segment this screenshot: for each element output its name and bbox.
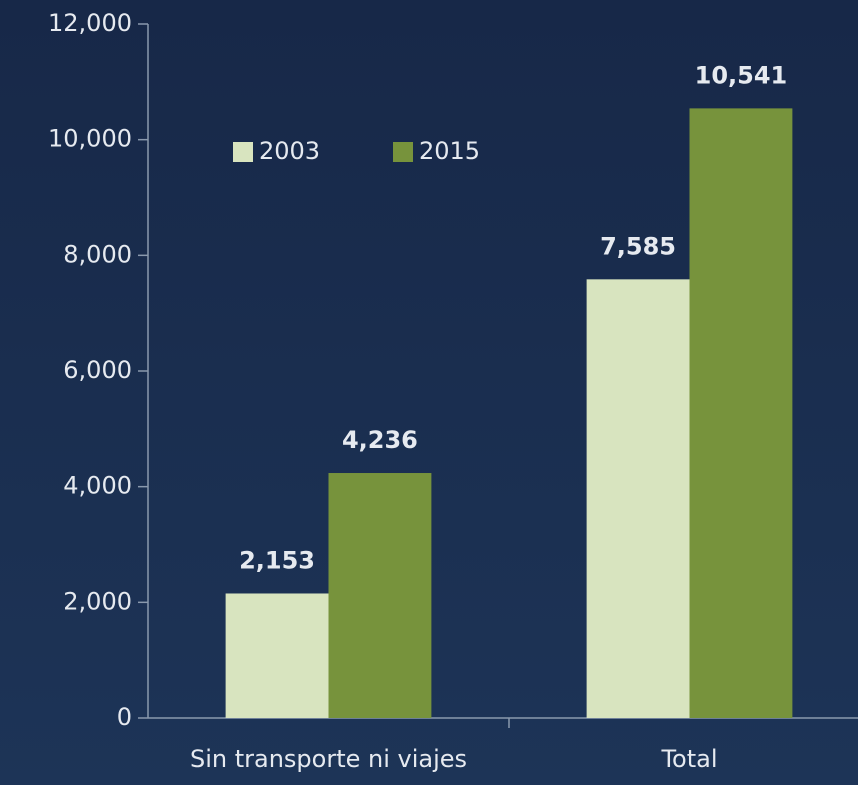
y-tick-label: 6,000 <box>63 356 132 384</box>
bar <box>586 279 690 718</box>
legend-label: 2015 <box>419 137 480 165</box>
y-tick-label: 4,000 <box>63 472 132 500</box>
y-tick-label: 10,000 <box>48 125 132 153</box>
bar <box>689 108 793 718</box>
x-tick-label: Sin transporte ni viajes <box>190 745 467 773</box>
y-tick-label: 0 <box>117 703 132 731</box>
data-label: 4,236 <box>342 426 418 454</box>
data-label: 2,153 <box>239 546 315 574</box>
x-tick-label: Total <box>660 745 717 773</box>
y-tick-label: 2,000 <box>63 587 132 615</box>
data-label: 10,541 <box>695 61 788 89</box>
legend-label: 2003 <box>259 137 320 165</box>
legend-swatch <box>233 142 253 162</box>
legend-swatch <box>393 142 413 162</box>
data-label: 7,585 <box>600 232 676 260</box>
y-tick-label: 12,000 <box>48 9 132 37</box>
bar <box>328 473 432 718</box>
y-tick-label: 8,000 <box>63 240 132 268</box>
bar <box>225 593 329 718</box>
